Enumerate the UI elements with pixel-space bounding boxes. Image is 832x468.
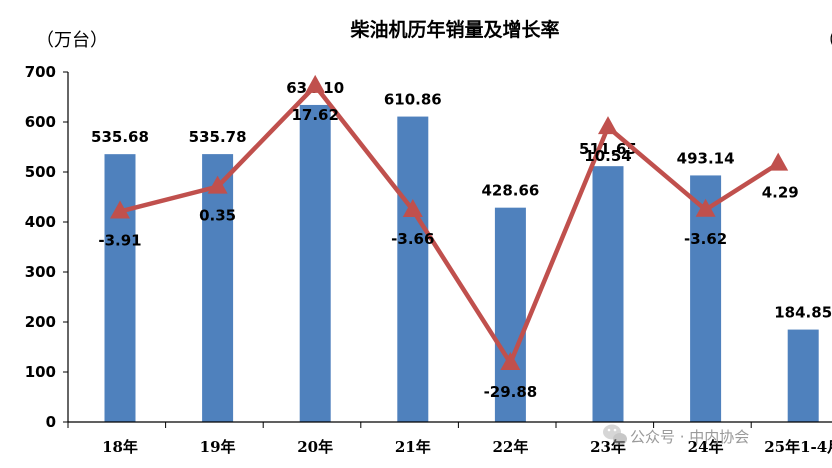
bar-value-label: 493.14: [677, 149, 735, 167]
x-tick-label: 22年: [492, 438, 528, 456]
bar-value-label: 610.86: [384, 91, 442, 109]
growth-value-labels: -3.91 0.35 17.62 -3.66 -29.88 10.54 -3.62 4.29: [98, 106, 798, 401]
growth-value-label: 0.35: [199, 207, 236, 225]
growth-value-label: -29.88: [484, 383, 538, 401]
y2-axis-unit-label: （: [818, 30, 832, 51]
bar-value-label: 535.68: [91, 128, 149, 146]
x-tick-label: 25年1-4月: [764, 438, 832, 456]
y-tick-label: 500: [25, 163, 56, 181]
growth-marker-18年: [110, 200, 130, 219]
y-tick-label: 700: [25, 63, 56, 81]
bar-22年: [494, 207, 526, 422]
bar-18年: [104, 154, 136, 422]
growth-value-label: 17.62: [291, 106, 338, 124]
growth-value-label: 4.29: [762, 184, 799, 202]
growth-marker-22年: [500, 351, 521, 370]
chart-title: 柴油机历年销量及增长率: [349, 18, 559, 41]
bar-value-label: 184.85: [774, 304, 832, 322]
x-tick-label: 20年: [297, 438, 333, 456]
x-tick-label: 21年: [395, 438, 431, 456]
y-tick-label: 600: [25, 113, 56, 131]
growth-marker-21年: [402, 199, 423, 218]
growth-marker-23年: [598, 116, 618, 135]
bar-value-label: 428.66: [481, 182, 539, 200]
y-tick-label: 200: [25, 313, 56, 331]
growth-line: [119, 83, 780, 366]
x-tick-label: 19年: [200, 438, 236, 456]
growth-marker-19年: [207, 175, 228, 194]
y-tick-label: 100: [25, 363, 56, 381]
watermark-text: 公众号 · 中内协会: [630, 428, 749, 446]
x-tick-label: 18年: [102, 438, 138, 456]
y-tick-label: 400: [25, 213, 56, 231]
bar-value-labels: 535.68535.78634.10610.86428.66511.65493.…: [91, 79, 832, 322]
y-tick-label: 300: [25, 263, 56, 281]
bar-21年: [397, 116, 429, 422]
growth-line-series: [110, 74, 789, 370]
bar-20年: [299, 104, 331, 422]
growth-marker-25年1-4月: [768, 152, 789, 171]
bar-23年: [592, 166, 624, 422]
bar-19年: [202, 154, 234, 423]
axes: [67, 72, 832, 428]
bar-series: [104, 104, 819, 423]
bar-25年1-4月: [787, 329, 819, 422]
growth-value-label: 10.54: [584, 147, 631, 165]
x-tick-label: 24年: [688, 438, 724, 456]
growth-value-label: -3.66: [391, 230, 434, 248]
wechat-icon: [603, 424, 627, 445]
y-axis-unit-label: （万台）: [36, 30, 108, 51]
growth-value-label: -3.91: [98, 231, 141, 249]
growth-value-label: -3.62: [684, 230, 727, 248]
bar-value-label: 511.65: [579, 140, 637, 158]
growth-marker-24年: [695, 198, 716, 217]
y-axis-ticks: 0 100 200 300 400 500 600 700: [25, 63, 68, 431]
watermark: 公众号 · 中内协会: [603, 424, 749, 446]
y-tick-label: 0: [46, 413, 56, 431]
growth-marker-20年: [305, 74, 326, 93]
bar-value-label: 535.78: [189, 128, 247, 146]
